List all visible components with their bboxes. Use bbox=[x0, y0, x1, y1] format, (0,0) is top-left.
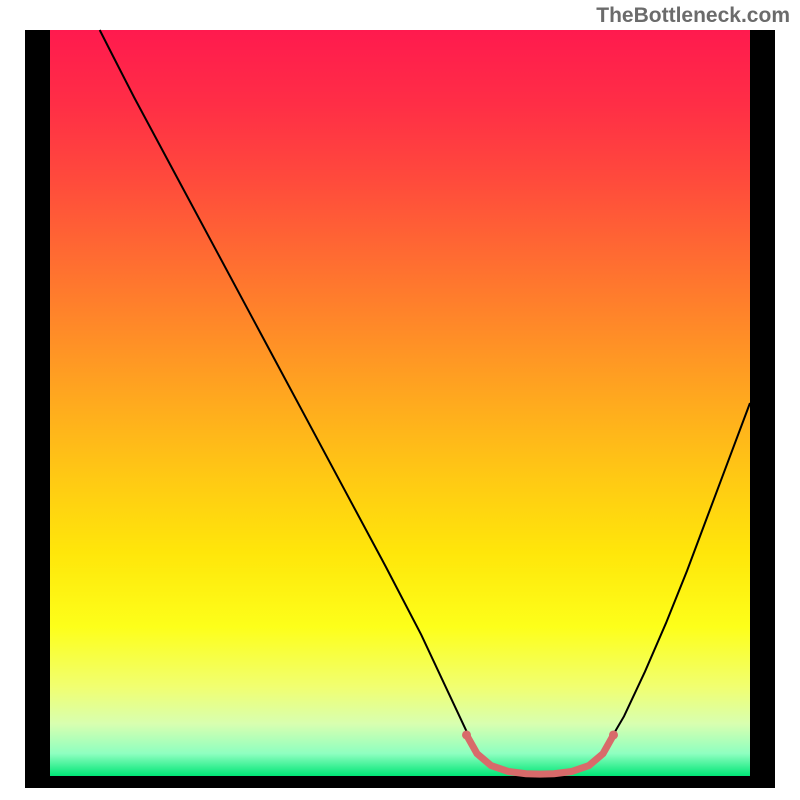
highlight-start-marker bbox=[462, 730, 471, 739]
watermark-text: TheBottleneck.com bbox=[596, 4, 790, 28]
highlight-end-marker bbox=[609, 730, 618, 739]
chart-svg bbox=[0, 0, 800, 800]
gradient-background bbox=[50, 30, 750, 776]
